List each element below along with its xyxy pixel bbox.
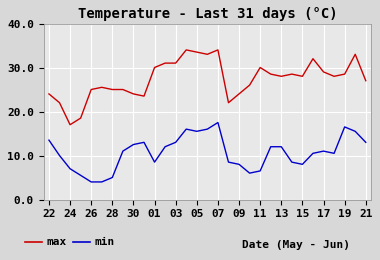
- max: [195, 50, 199, 54]
- min: [100, 180, 104, 184]
- max: [321, 70, 326, 74]
- max: [110, 88, 115, 91]
- min: [89, 180, 93, 184]
- max: [78, 116, 83, 120]
- min: [131, 143, 136, 146]
- max: [205, 53, 210, 56]
- min: [120, 150, 125, 153]
- Line: min: min: [49, 122, 366, 182]
- max: [342, 73, 347, 76]
- min: [237, 163, 241, 166]
- max: [300, 75, 305, 78]
- Line: max: max: [49, 50, 366, 125]
- min: [342, 125, 347, 128]
- Title: Temperature - Last 31 days (°C): Temperature - Last 31 days (°C): [78, 7, 337, 21]
- max: [163, 62, 168, 65]
- min: [215, 121, 220, 124]
- min: [78, 174, 83, 177]
- min: [163, 145, 168, 148]
- min: [258, 169, 263, 172]
- max: [237, 92, 241, 95]
- max: [131, 92, 136, 95]
- max: [142, 95, 146, 98]
- max: [279, 75, 283, 78]
- max: [311, 57, 315, 60]
- max: [68, 123, 72, 126]
- max: [100, 86, 104, 89]
- max: [268, 73, 273, 76]
- max: [120, 88, 125, 91]
- max: [258, 66, 263, 69]
- max: [364, 79, 368, 82]
- min: [110, 176, 115, 179]
- max: [89, 88, 93, 91]
- min: [195, 130, 199, 133]
- min: [226, 161, 231, 164]
- max: [215, 48, 220, 51]
- max: [353, 53, 358, 56]
- min: [205, 128, 210, 131]
- max: [247, 83, 252, 87]
- max: [47, 92, 51, 95]
- min: [290, 161, 294, 164]
- min: [152, 161, 157, 164]
- Legend: max, min: max, min: [21, 233, 119, 252]
- max: [226, 101, 231, 104]
- max: [152, 66, 157, 69]
- min: [268, 145, 273, 148]
- min: [57, 154, 62, 157]
- min: [353, 130, 358, 133]
- min: [184, 128, 188, 131]
- max: [57, 101, 62, 104]
- max: [290, 73, 294, 76]
- min: [332, 152, 336, 155]
- min: [247, 172, 252, 175]
- min: [142, 141, 146, 144]
- min: [321, 150, 326, 153]
- Text: Date (May - Jun): Date (May - Jun): [242, 240, 350, 250]
- min: [173, 141, 178, 144]
- max: [332, 75, 336, 78]
- min: [279, 145, 283, 148]
- min: [364, 141, 368, 144]
- max: [173, 62, 178, 65]
- min: [47, 139, 51, 142]
- min: [68, 167, 72, 170]
- min: [311, 152, 315, 155]
- min: [300, 163, 305, 166]
- max: [184, 48, 188, 51]
